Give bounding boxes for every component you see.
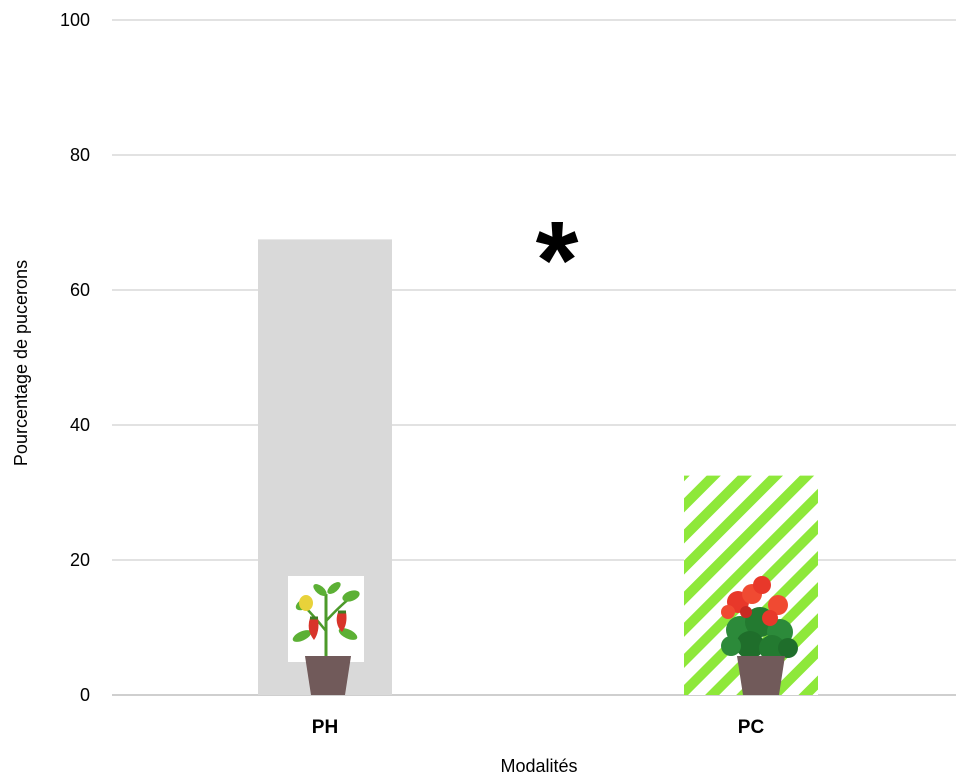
y-axis-ticks: 0 20 40 60 80 100 xyxy=(60,10,90,705)
y-tick-label: 40 xyxy=(70,415,90,435)
y-tick-label: 0 xyxy=(80,685,90,705)
pepper-plant-icon xyxy=(288,576,364,662)
significance-asterisk: * xyxy=(536,199,579,322)
x-axis-title: Modalités xyxy=(500,756,577,776)
x-tick-label: PC xyxy=(738,717,765,738)
y-tick-label: 100 xyxy=(60,10,90,30)
x-tick-label: PH xyxy=(312,717,338,738)
pepper-plant-pot-icon xyxy=(305,656,351,695)
y-tick-label: 80 xyxy=(70,145,90,165)
geranium-pot-icon xyxy=(737,656,785,695)
y-tick-label: 20 xyxy=(70,550,90,570)
y-axis-title: Pourcentage de pucerons xyxy=(11,260,31,466)
y-tick-label: 60 xyxy=(70,280,90,300)
gridlines xyxy=(112,19,956,696)
x-axis-categories: PH PC xyxy=(312,717,765,738)
geranium-plant-icon xyxy=(721,576,798,661)
